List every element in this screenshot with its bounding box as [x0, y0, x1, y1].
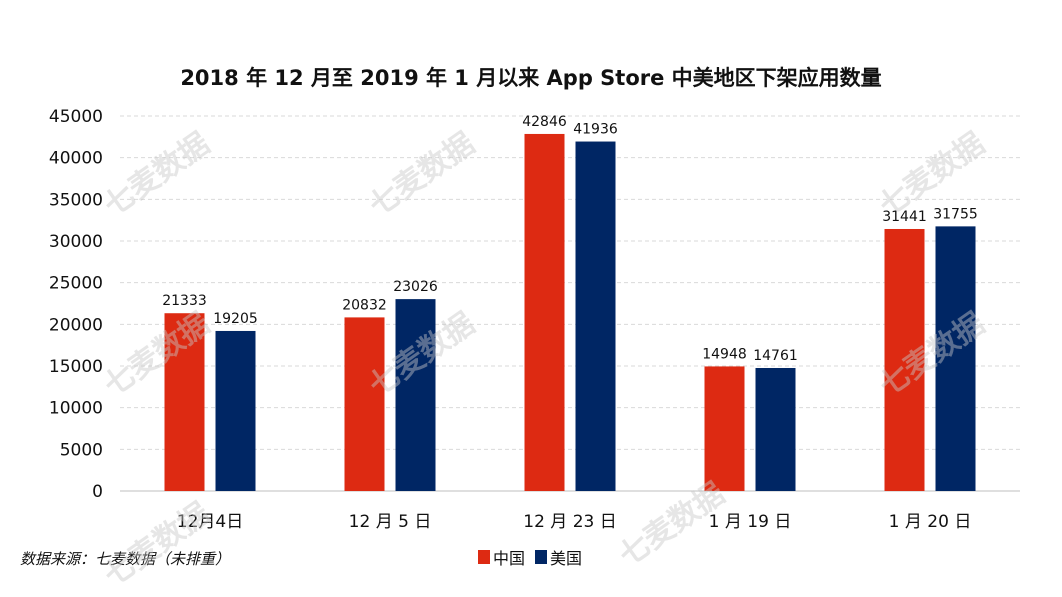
data-label: 21333 — [162, 293, 207, 309]
legend: 中国 美国 — [478, 545, 582, 569]
y-tick-label: 20000 — [49, 315, 103, 335]
bar-usa — [575, 141, 616, 492]
data-label: 41936 — [573, 122, 618, 138]
data-label: 23026 — [393, 279, 438, 295]
data-label: 14948 — [702, 346, 747, 362]
y-tick-label: 5000 — [60, 440, 103, 460]
bar-usa — [395, 299, 436, 491]
y-tick-label: 0 — [92, 482, 103, 502]
x-tick-label: 12月4日 — [177, 512, 243, 532]
bar-usa — [215, 330, 256, 491]
x-tick-label: 1 月 20 日 — [889, 512, 972, 532]
y-tick-label: 45000 — [49, 107, 103, 127]
chart-title: 2018 年 12 月至 2019 年 1 月以来 App Store 中美地区… — [180, 66, 882, 90]
data-label: 19205 — [213, 311, 258, 327]
bar-usa — [755, 367, 796, 491]
bar-china — [524, 133, 565, 491]
data-label: 14761 — [753, 348, 798, 364]
legend-label-usa: 美国 — [550, 549, 583, 568]
legend-swatch-usa — [535, 550, 548, 564]
legend-item-china: 中国 — [478, 545, 525, 569]
x-tick-label: 12 月 23 日 — [523, 512, 616, 532]
bar-china — [884, 228, 925, 491]
y-tick-label: 35000 — [49, 190, 103, 210]
data-label: 31441 — [882, 209, 927, 225]
bar-china — [164, 313, 205, 491]
data-label: 42846 — [522, 114, 567, 130]
legend-label-china: 中国 — [493, 549, 526, 568]
y-tick-label: 25000 — [49, 274, 103, 294]
legend-swatch-china — [478, 550, 490, 564]
y-tick-label: 30000 — [49, 232, 103, 252]
x-tick-label: 12 月 5 日 — [349, 512, 432, 532]
bar-china — [344, 317, 385, 491]
bar-china — [704, 366, 745, 491]
y-tick-label: 15000 — [49, 357, 103, 377]
bar-usa — [935, 226, 976, 491]
data-label: 20832 — [342, 297, 387, 313]
y-tick-label: 40000 — [49, 149, 103, 169]
data-source-note: 数据来源：七麦数据（未排重） — [20, 550, 231, 568]
data-label: 31755 — [933, 206, 978, 222]
x-tick-label: 1 月 19 日 — [709, 512, 792, 532]
legend-item-usa: 美国 — [535, 545, 582, 569]
y-tick-label: 10000 — [49, 399, 103, 419]
